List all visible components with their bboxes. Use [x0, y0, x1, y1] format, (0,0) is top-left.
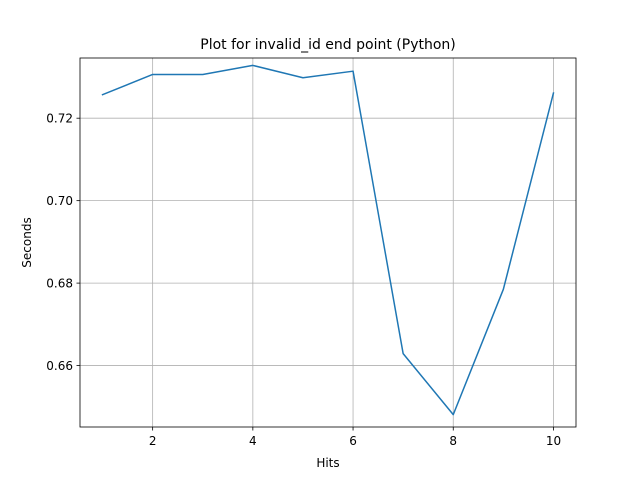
y-tick-label: 0.72 [46, 112, 73, 126]
series-line [101, 64, 555, 416]
y-tick-label: 0.66 [46, 359, 73, 373]
y-tick-label: 0.70 [46, 194, 73, 208]
x-tick-label: 6 [349, 434, 357, 448]
x-tick-label: 10 [546, 434, 561, 448]
ticks: 2 4 6 8 10 0.66 0.68 0.70 0.72 [46, 112, 561, 448]
chart-title: Plot for invalid_id end point (Python) [200, 37, 456, 53]
y-tick-label: 0.68 [46, 277, 73, 291]
y-axis-label: Seconds [20, 217, 34, 267]
x-tick-label: 2 [149, 434, 157, 448]
plot-frame [79, 57, 577, 428]
series-layer [101, 64, 555, 416]
x-tick-label: 8 [449, 434, 457, 448]
x-tick-label: 4 [249, 434, 257, 448]
grid [80, 58, 576, 427]
x-axis-label: Hits [316, 456, 339, 470]
